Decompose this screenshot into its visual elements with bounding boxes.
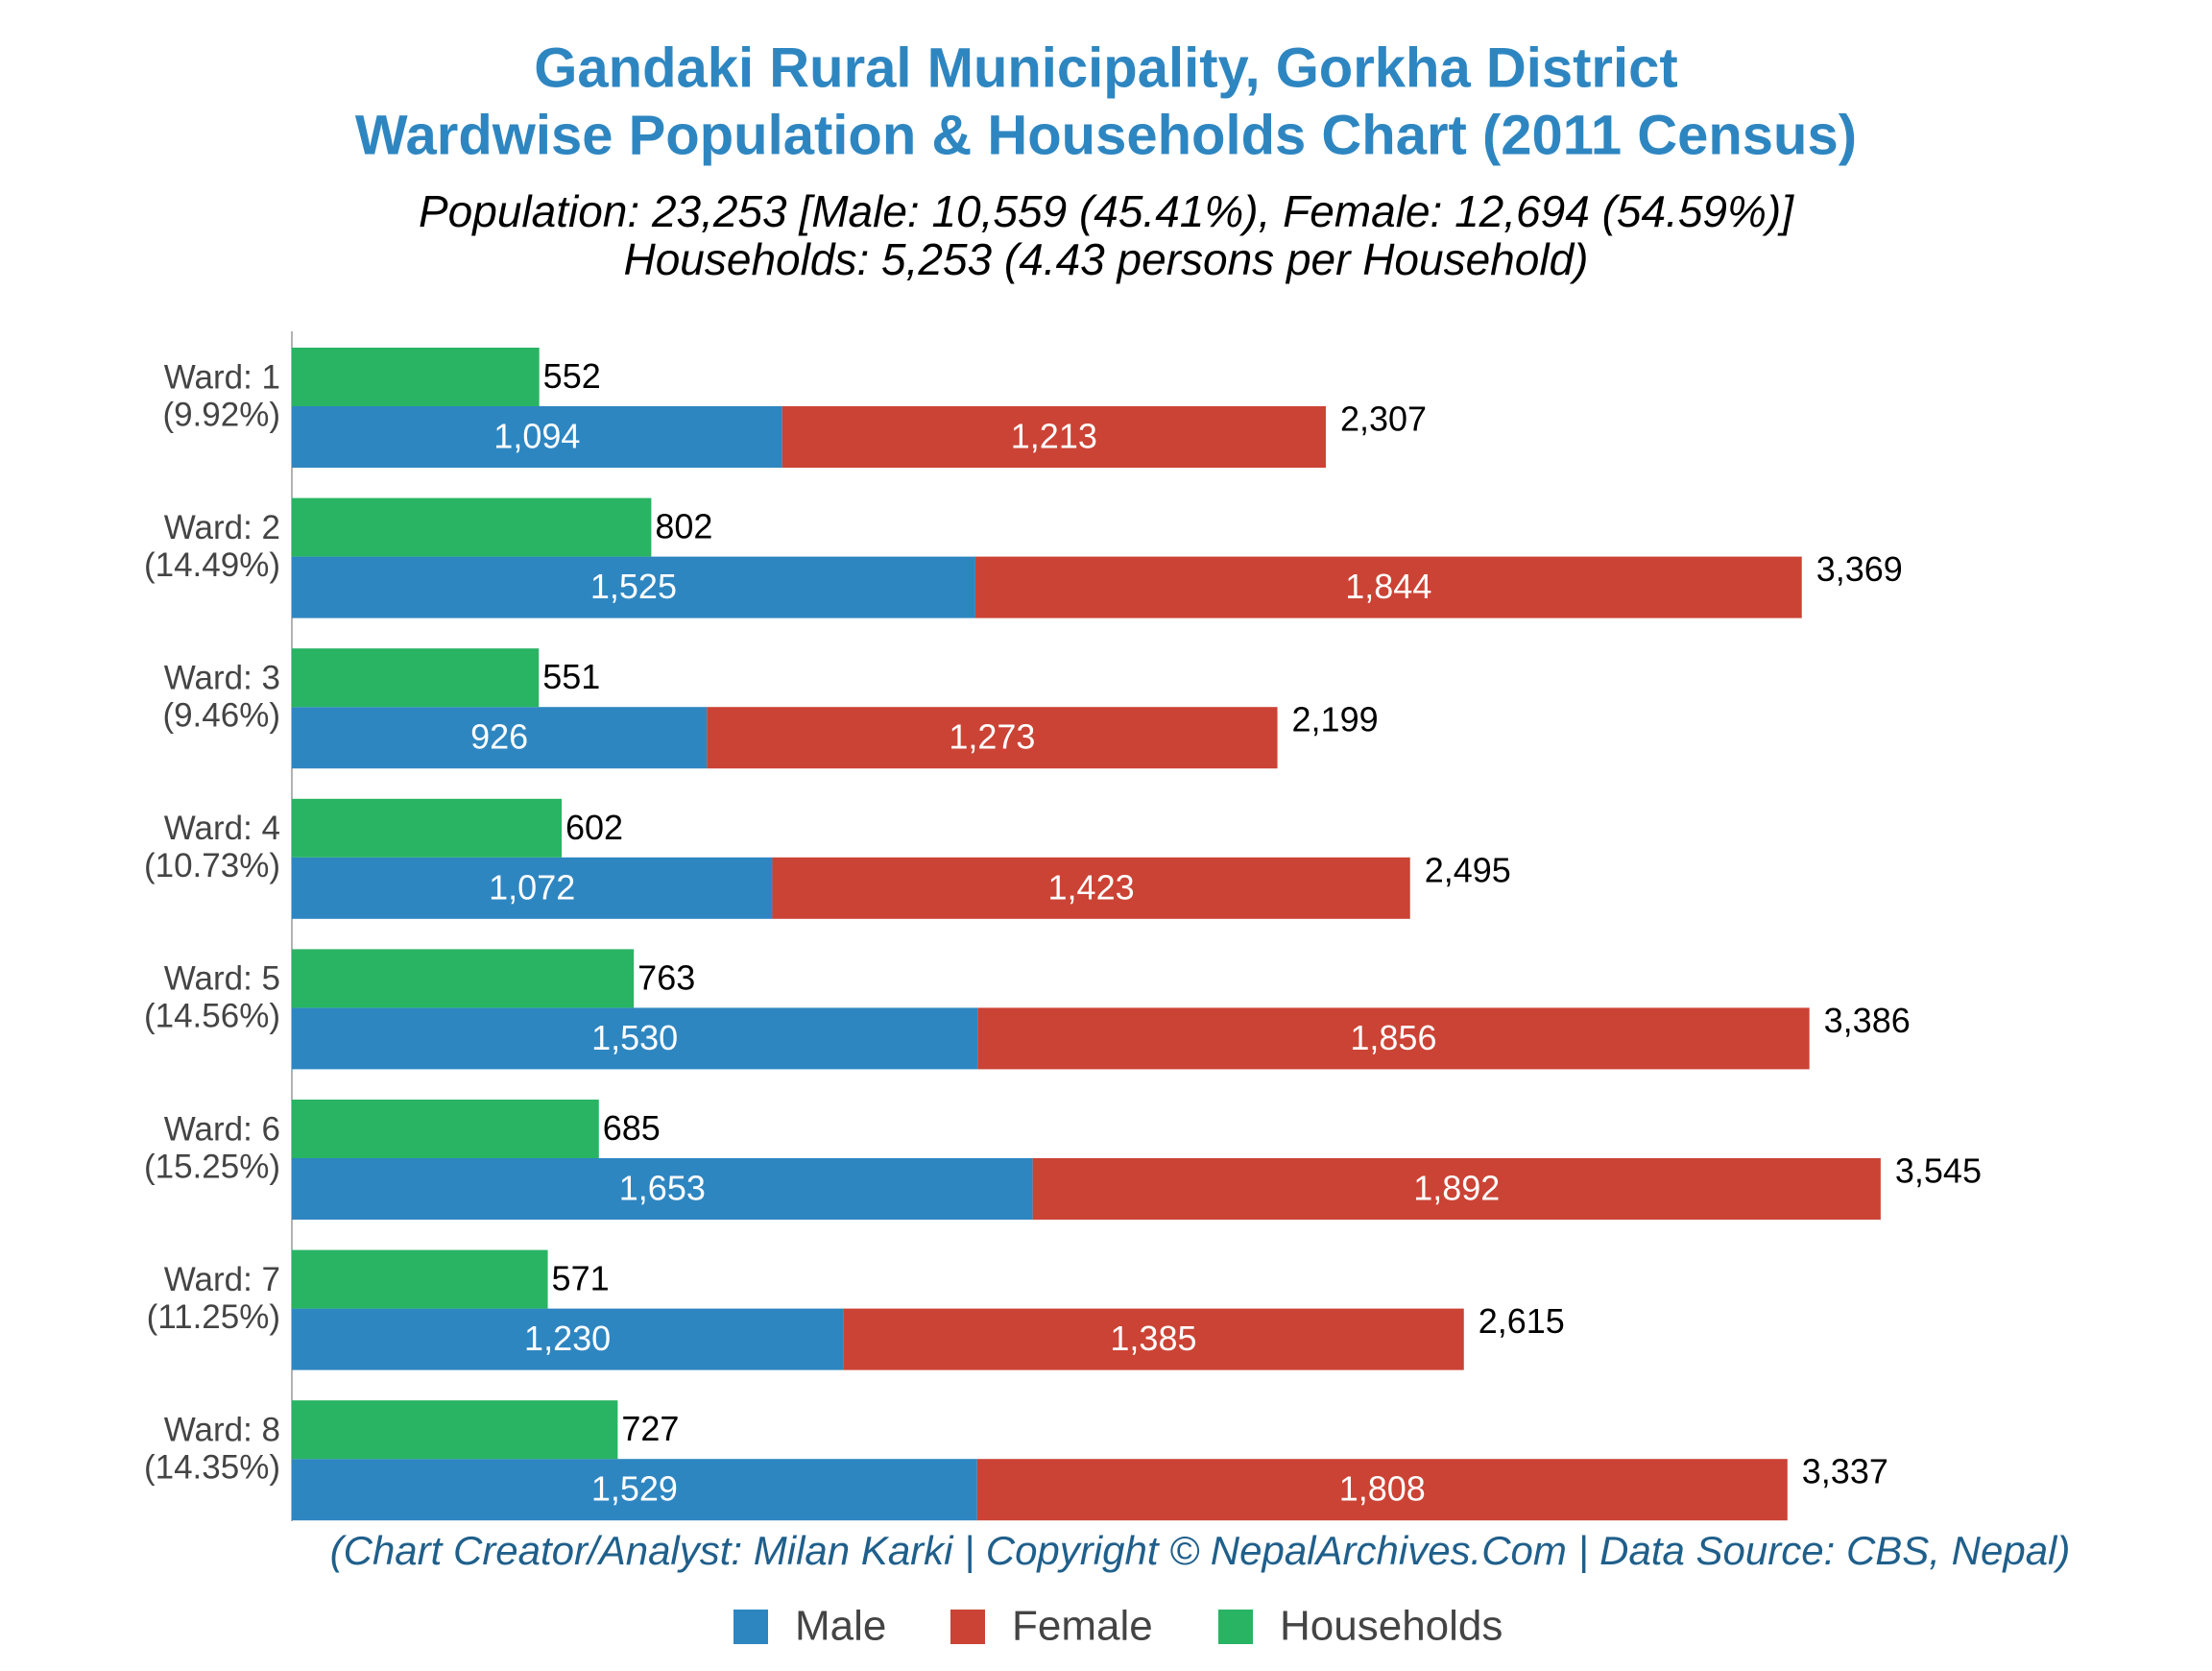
value-label: 1,856 bbox=[1350, 1018, 1436, 1057]
bar bbox=[292, 798, 563, 858]
total-label: 2,307 bbox=[1340, 400, 1427, 439]
total-label: 2,495 bbox=[1425, 850, 1511, 889]
y-tick-label: Ward: 1 bbox=[164, 358, 280, 396]
bar bbox=[292, 949, 635, 1008]
y-tick-label: (9.46%) bbox=[162, 696, 280, 734]
value-label: 1,808 bbox=[1339, 1469, 1426, 1509]
chart-subtitle: Households: 5,253 (4.43 persons per Hous… bbox=[624, 234, 1589, 284]
bar-segment bbox=[977, 1007, 1810, 1070]
bar bbox=[292, 1100, 599, 1158]
legend-label: Female bbox=[1012, 1603, 1153, 1650]
bar-segment bbox=[707, 707, 1278, 769]
bar-segment bbox=[292, 1158, 1033, 1220]
y-tick-label: Ward: 5 bbox=[164, 960, 280, 998]
legend-swatch bbox=[733, 1610, 768, 1644]
bar bbox=[292, 1400, 618, 1460]
y-tick-label: (14.56%) bbox=[144, 998, 280, 1035]
bar-segment bbox=[1032, 1158, 1881, 1220]
legend-swatch bbox=[950, 1610, 985, 1644]
value-label: 1,213 bbox=[1011, 417, 1097, 456]
total-label: 2,199 bbox=[1292, 700, 1379, 739]
bar-segment bbox=[292, 406, 782, 468]
total-label: 3,545 bbox=[1895, 1151, 1982, 1191]
bar-segment bbox=[292, 707, 708, 769]
value-label: 1,230 bbox=[524, 1319, 611, 1358]
y-tick-label: (11.25%) bbox=[147, 1298, 280, 1336]
y-tick-label: Ward: 4 bbox=[164, 810, 280, 847]
source-note: (Chart Creator/Analyst: Milan Karki | Co… bbox=[330, 1528, 2071, 1574]
y-tick-label: Ward: 2 bbox=[164, 509, 280, 546]
value-label: 551 bbox=[542, 657, 600, 696]
bar bbox=[292, 1249, 548, 1309]
total-label: 3,369 bbox=[1816, 549, 1903, 589]
chart-subtitle: Population: 23,253 [Male: 10,559 (45.41%… bbox=[419, 186, 1794, 236]
bar-segment bbox=[292, 1308, 844, 1370]
bar bbox=[292, 497, 652, 557]
bar-segment bbox=[292, 857, 773, 919]
bar-segment bbox=[292, 556, 975, 618]
bar-segment bbox=[781, 406, 1326, 468]
value-label: 1,385 bbox=[1110, 1319, 1196, 1358]
bar-segment bbox=[292, 1459, 977, 1521]
value-label: 685 bbox=[603, 1108, 661, 1148]
y-tick-label: (15.25%) bbox=[144, 1148, 280, 1185]
chart-title: Gandaki Rural Municipality, Gorkha Distr… bbox=[534, 36, 1677, 99]
y-tick-label: Ward: 6 bbox=[164, 1110, 280, 1148]
value-label: 1,892 bbox=[1413, 1169, 1500, 1208]
y-tick-label: (14.35%) bbox=[144, 1448, 280, 1486]
value-label: 1,530 bbox=[591, 1018, 678, 1057]
value-label: 1,653 bbox=[619, 1169, 706, 1208]
value-label: 1,844 bbox=[1345, 567, 1431, 606]
bar-segment bbox=[292, 1007, 978, 1070]
value-label: 1,094 bbox=[493, 417, 580, 456]
bar bbox=[292, 648, 540, 708]
value-label: 802 bbox=[655, 507, 712, 546]
value-label: 552 bbox=[543, 356, 601, 396]
y-tick-label: Ward: 7 bbox=[164, 1261, 280, 1298]
value-label: 1,529 bbox=[591, 1469, 678, 1509]
bar-segment bbox=[974, 556, 1802, 618]
value-label: 1,273 bbox=[949, 717, 1035, 757]
legend-label: Male bbox=[795, 1603, 886, 1650]
total-label: 2,615 bbox=[1479, 1301, 1565, 1341]
y-tick-label: (9.92%) bbox=[162, 396, 280, 433]
value-label: 763 bbox=[637, 957, 695, 997]
y-tick-label: Ward: 3 bbox=[164, 659, 280, 696]
y-tick-label: (10.73%) bbox=[144, 847, 280, 884]
value-label: 1,423 bbox=[1048, 867, 1135, 907]
bar bbox=[292, 348, 540, 406]
value-label: 602 bbox=[565, 808, 623, 847]
value-label: 926 bbox=[470, 717, 528, 757]
total-label: 3,386 bbox=[1824, 1001, 1911, 1040]
y-tick-label: (14.49%) bbox=[144, 546, 280, 584]
legend-label: Households bbox=[1280, 1603, 1503, 1650]
legend-swatch bbox=[1218, 1610, 1253, 1644]
bar-segment bbox=[976, 1459, 1788, 1521]
bar-segment bbox=[772, 857, 1410, 919]
value-label: 571 bbox=[552, 1259, 610, 1298]
value-label: 1,525 bbox=[590, 567, 677, 606]
y-tick-label: Ward: 8 bbox=[164, 1411, 280, 1448]
value-label: 1,072 bbox=[489, 867, 575, 907]
total-label: 3,337 bbox=[1802, 1452, 1888, 1491]
bar-segment bbox=[843, 1308, 1464, 1370]
value-label: 727 bbox=[621, 1409, 679, 1448]
chart-title: Wardwise Population & Households Chart (… bbox=[355, 104, 1857, 166]
